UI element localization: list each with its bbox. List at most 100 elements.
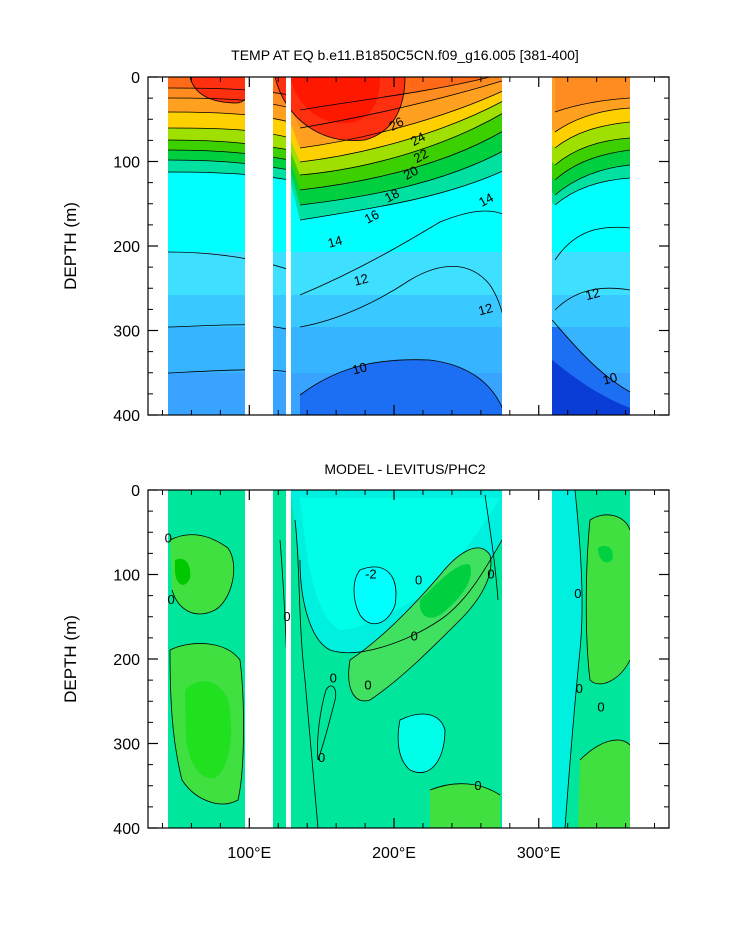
diff-negative-region — [398, 714, 445, 773]
diff-positive-core — [598, 545, 613, 563]
top-ylabel: DEPTH (m) — [61, 202, 80, 290]
contour-line — [167, 251, 291, 271]
field-band-24-atl — [555, 77, 630, 112]
contour-line — [484, 494, 499, 601]
y-tick-label: 100 — [113, 155, 140, 172]
contour-line — [299, 89, 506, 149]
contour-line — [554, 137, 631, 166]
contour-line — [554, 97, 631, 113]
contour-line — [167, 324, 291, 331]
land-mask-strait — [286, 77, 291, 415]
diff-negative-core — [354, 566, 396, 624]
bottom-panel: MODEL - LEVITUS/PHC2 — [61, 461, 670, 862]
contour-label: 18 — [382, 186, 402, 206]
y-tick-label: 300 — [113, 737, 140, 754]
contour-line — [554, 177, 631, 206]
contour-label: 0 — [487, 567, 494, 582]
contour-line — [317, 685, 337, 761]
contour-label: 14 — [326, 233, 344, 251]
contour-label: 0 — [474, 778, 481, 793]
contour-line — [299, 129, 506, 191]
contour-label: 0 — [576, 681, 583, 696]
contour-line — [299, 210, 506, 296]
contour-line — [299, 111, 506, 176]
contour-label: 12 — [477, 300, 495, 318]
diff-positive-core — [175, 558, 191, 585]
y-tick-label: 200 — [113, 652, 140, 669]
contour-label: 12 — [352, 271, 370, 289]
contour-line — [554, 287, 631, 311]
diff-negative-region — [552, 490, 583, 828]
contour-line — [167, 111, 291, 123]
x-tick-label: 100°E — [227, 845, 271, 862]
bottom-difference-field — [168, 490, 631, 828]
contour-line — [397, 713, 446, 773]
contour-label: 0 — [364, 677, 371, 692]
bottom-axes: 0 100 200 300 400 100°E 200°E 300°E — [113, 483, 670, 862]
field-deep-pool-east — [300, 359, 505, 415]
contour-line — [169, 643, 244, 805]
x-tick-label: 300°E — [517, 845, 561, 862]
contour-line — [167, 127, 291, 139]
contour-label: 16 — [362, 207, 382, 227]
contour-line — [554, 226, 631, 261]
contour-line — [429, 783, 501, 796]
contour-label: 0 — [330, 671, 337, 686]
top-title: TEMP AT EQ b.e11.B1850C5CN.f09_g16.005 [… — [231, 47, 579, 63]
contour-line — [299, 99, 506, 163]
field-warm-pool-west — [190, 77, 250, 103]
contour-line — [299, 149, 506, 206]
contour-label: 22 — [411, 146, 431, 166]
y-tick-label: 400 — [113, 821, 140, 838]
top-axes: 0 100 200 300 400 — [113, 70, 670, 425]
contour-line — [299, 77, 491, 111]
contour-line — [554, 121, 631, 149]
contour-label: 24 — [408, 129, 428, 149]
contour-line — [167, 139, 291, 151]
top-contour-lines — [167, 77, 631, 415]
contour-line — [299, 79, 506, 129]
diff-positive-blob — [578, 740, 630, 828]
contour-line — [564, 490, 583, 828]
diff-negative-region — [300, 498, 500, 630]
contour-line — [551, 319, 631, 393]
land-mask-indonesia — [245, 77, 273, 415]
contour-line — [579, 739, 631, 761]
land-mask-americas — [502, 490, 552, 828]
land-mask-strait — [286, 490, 291, 828]
contour-line — [167, 369, 291, 374]
contour-label: 0 — [168, 592, 175, 607]
bottom-ylabel: DEPTH (m) — [61, 615, 80, 703]
y-tick-label: 100 — [113, 568, 140, 585]
top-panel: TEMP AT EQ b.e11.B1850C5CN.f09_g16.005 [… — [61, 47, 670, 425]
bottom-title: MODEL - LEVITUS/PHC2 — [324, 461, 486, 477]
contour-line — [585, 519, 631, 685]
contour-line — [353, 566, 397, 625]
contour-line — [167, 171, 291, 181]
contour-label: 14 — [476, 190, 496, 210]
contour-line — [348, 547, 492, 702]
contour-line — [167, 87, 291, 96]
contour-label: 26 — [386, 114, 406, 134]
contour-line — [589, 514, 631, 531]
x-tick-label: 200°E — [372, 845, 416, 862]
land-mask-indonesia — [245, 490, 273, 828]
contour-label: 12 — [584, 285, 602, 303]
contour-line — [167, 159, 291, 171]
contour-label: 0 — [318, 750, 325, 765]
contour-line — [167, 97, 291, 109]
contour-label: -2 — [365, 567, 377, 582]
contour-label: 10 — [601, 369, 619, 387]
contour-label: 0 — [165, 530, 172, 545]
diff-positive-core — [185, 681, 232, 779]
contour-label: 0 — [411, 628, 418, 643]
contour-label: 10 — [351, 359, 369, 377]
contour-line — [299, 534, 506, 654]
y-tick-label: 0 — [131, 483, 140, 500]
diff-positive-blob — [430, 783, 500, 828]
diff-positive-blob — [170, 534, 234, 614]
contour-line — [299, 359, 506, 415]
